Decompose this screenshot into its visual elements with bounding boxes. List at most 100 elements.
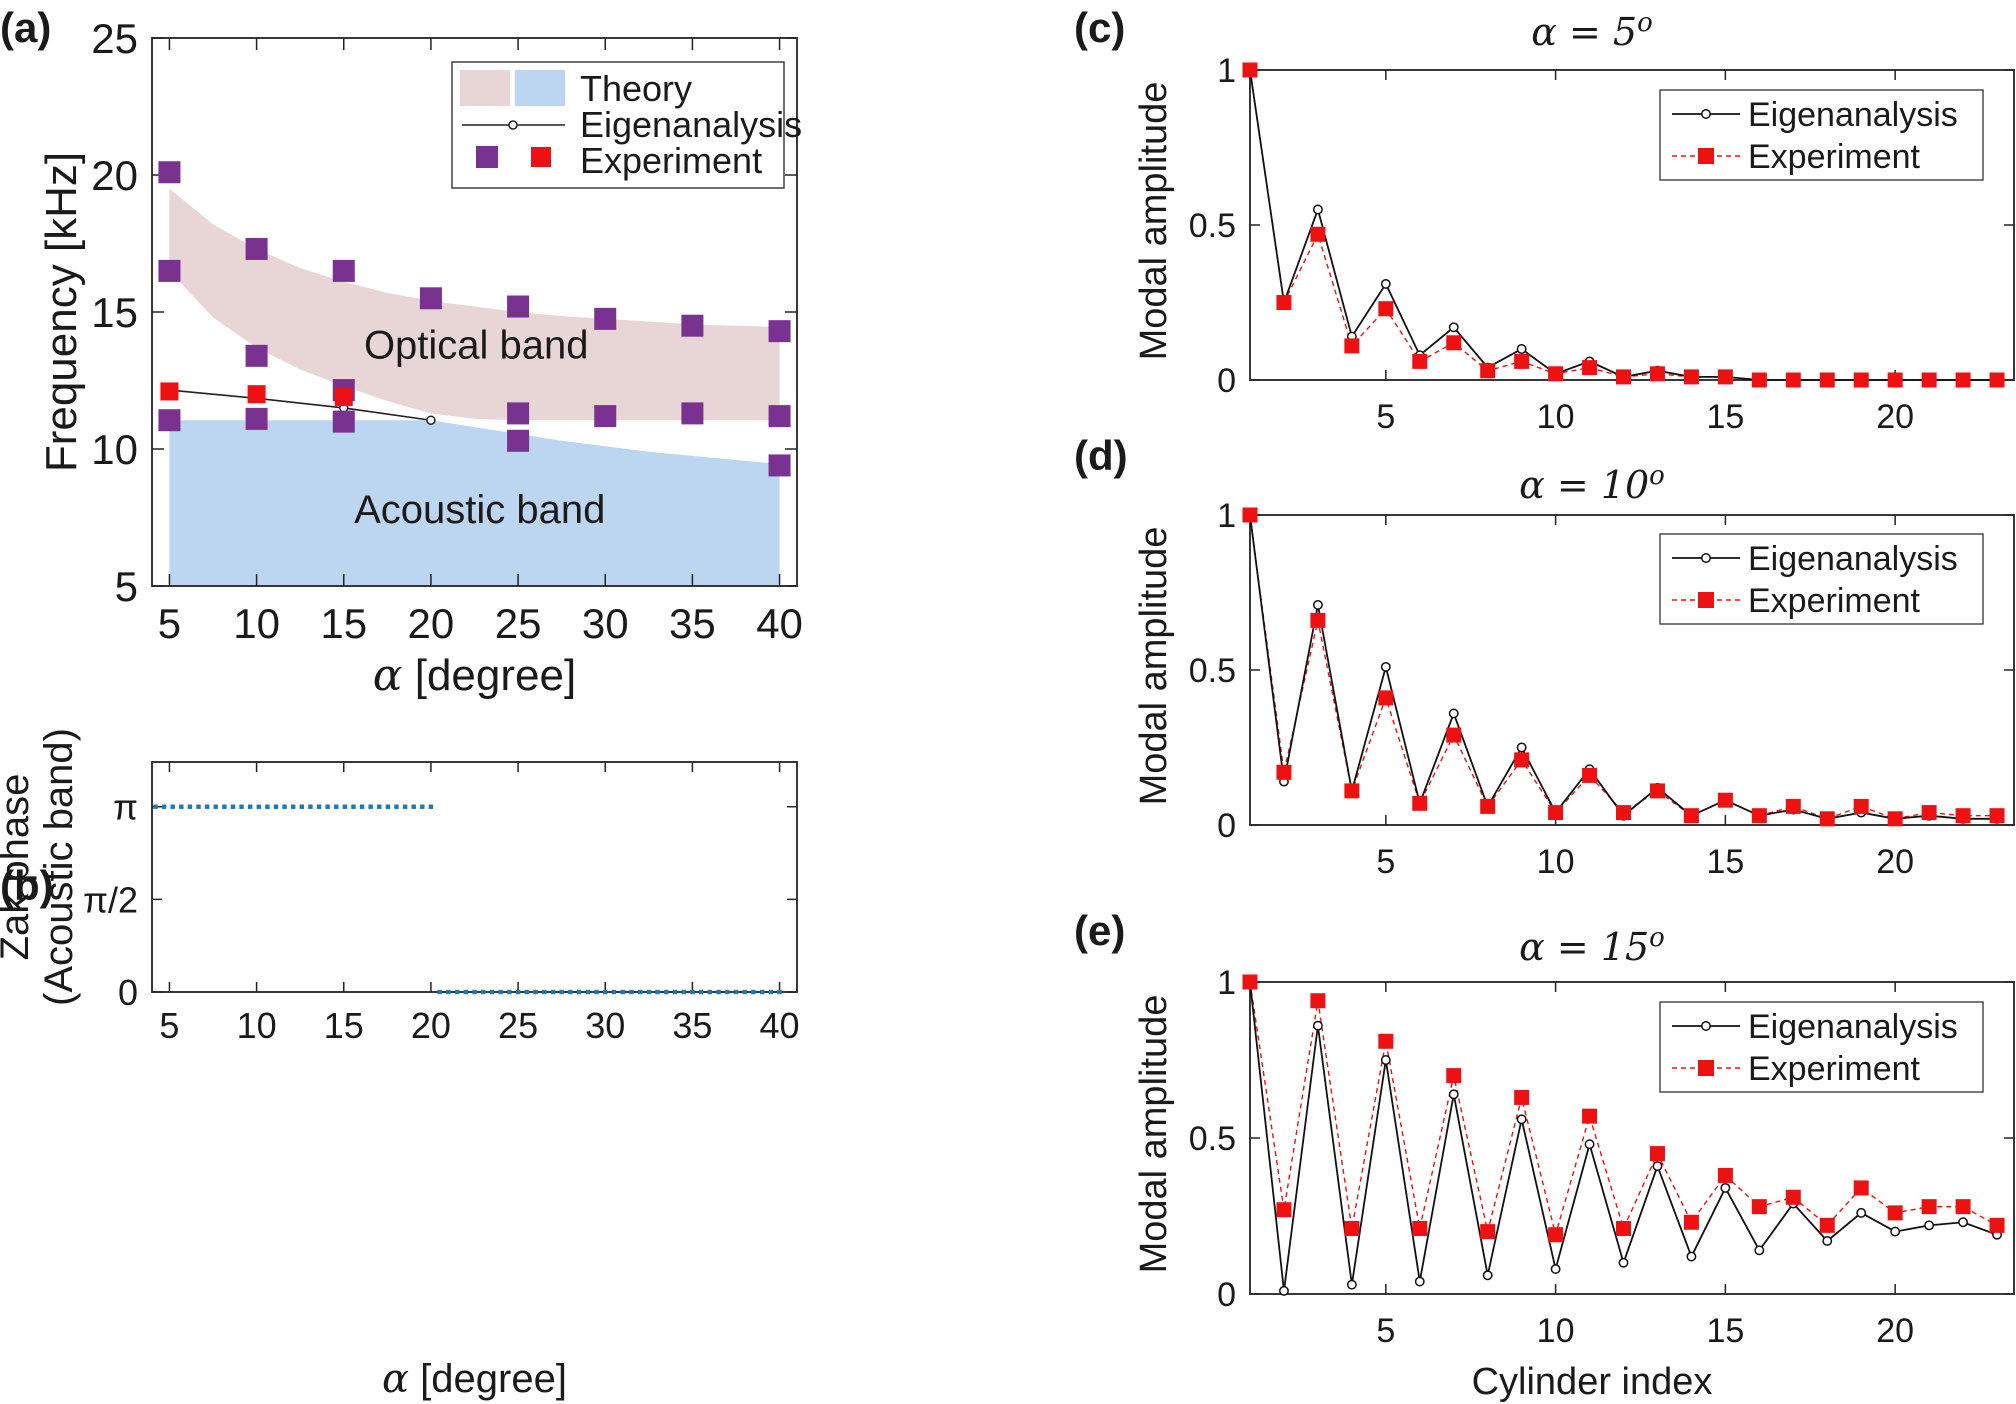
d-xtick-label: 10 bbox=[1537, 843, 1575, 881]
b-zak-point bbox=[681, 989, 686, 995]
d-title-sup: o bbox=[1649, 461, 1665, 491]
d-experiment-point bbox=[1751, 808, 1767, 824]
e-xtick-label: 20 bbox=[1876, 1312, 1914, 1350]
c-experiment-point bbox=[1616, 369, 1632, 385]
chart-panel-a: 5 10 15 20 25 30 35 40 5 10 15 20 25 Optical band Acou… bbox=[37, 15, 803, 701]
a-xtick-label: 25 bbox=[495, 600, 542, 647]
a-experiment-purple-point bbox=[419, 287, 442, 310]
b-zak-point bbox=[316, 804, 322, 809]
d-legend-eigen-marker bbox=[1701, 553, 1711, 563]
c-experiment-point bbox=[1649, 366, 1665, 382]
d-experiment-point bbox=[1989, 808, 2005, 824]
b-zak-point bbox=[664, 989, 669, 995]
b-ylabel-line1: Zak phase bbox=[0, 774, 37, 961]
a-eigen-line bbox=[169, 389, 432, 422]
e-xlabel: Cylinder index bbox=[1472, 1361, 1713, 1403]
d-legend-eigen-label: Eigenanalysis bbox=[1748, 540, 1958, 578]
d-title: α = 10o bbox=[1519, 461, 1665, 507]
a-xtick-label: 40 bbox=[756, 600, 803, 647]
d-legend: Eigenanalysis Experiment bbox=[1659, 533, 1984, 625]
c-experiment-point bbox=[1242, 62, 1258, 78]
legend-experiment-purple-marker bbox=[476, 146, 498, 168]
e-eigen-point bbox=[1686, 1251, 1697, 1262]
a-experiment-purple-point bbox=[245, 407, 268, 430]
d-experiment-point bbox=[1480, 798, 1496, 814]
a-xlabel-text: [degree] bbox=[403, 651, 577, 700]
b-zak-point bbox=[489, 989, 495, 995]
b-zak-point bbox=[351, 804, 356, 809]
b-xtick-label: 30 bbox=[585, 1005, 625, 1046]
chart-panel-d: 5 10 15 20 0 0.5 1 α = 10o Modal amplitude Eigena… bbox=[1133, 461, 2015, 881]
e-ytick-label: 0.5 bbox=[1189, 1120, 1236, 1158]
b-zak-point bbox=[463, 989, 468, 995]
legend-experiment-red-marker bbox=[531, 147, 551, 167]
b-zak-point bbox=[428, 804, 434, 809]
panel-label-c: (c) bbox=[1074, 4, 1125, 51]
a-ytick-label: 10 bbox=[91, 426, 138, 473]
c-experiment-point bbox=[1717, 369, 1733, 385]
c-experiment-point bbox=[1412, 353, 1428, 369]
legend-theory-label: Theory bbox=[580, 68, 692, 109]
e-experiment-point bbox=[1242, 974, 1258, 990]
b-zak-point bbox=[542, 989, 547, 995]
e-eigen-point bbox=[1856, 1207, 1867, 1218]
e-xtick-label: 15 bbox=[1706, 1312, 1744, 1350]
c-eigen-point bbox=[1312, 204, 1323, 215]
c-experiment-point bbox=[1378, 301, 1394, 317]
c-experiment-point bbox=[1582, 360, 1598, 376]
e-legend-box bbox=[1659, 1001, 1984, 1093]
c-legend-eigen-label: Eigenanalysis bbox=[1748, 96, 1958, 134]
c-ytick-label: 0 bbox=[1217, 362, 1236, 400]
e-eigen-point bbox=[1346, 1279, 1357, 1290]
d-experiment-point bbox=[1310, 612, 1326, 628]
e-experiment-point bbox=[1548, 1227, 1564, 1243]
d-experiment-point bbox=[1649, 783, 1665, 799]
b-zak-point bbox=[725, 989, 730, 995]
a-experiment-purple-point bbox=[681, 314, 704, 337]
b-zak-point bbox=[507, 989, 512, 995]
b-zak-point bbox=[707, 989, 713, 995]
panel-label-b: (b) bbox=[0, 862, 54, 909]
a-ylabel: Frequency [kHz] bbox=[37, 152, 86, 472]
b-xlabel: α [degree] bbox=[382, 1356, 567, 1402]
e-ytick-label: 1 bbox=[1217, 964, 1236, 1002]
d-experiment-point bbox=[1921, 805, 1937, 821]
b-zak-point bbox=[377, 804, 382, 809]
b-zak-point bbox=[161, 804, 167, 809]
d-legend-box bbox=[1659, 533, 1984, 625]
e-experiment-point bbox=[1446, 1068, 1462, 1084]
c-eigen-point bbox=[1380, 278, 1391, 289]
c-experiment-point bbox=[1480, 363, 1496, 379]
b-zak-point bbox=[187, 804, 193, 809]
e-experiment-point bbox=[1276, 1202, 1292, 1218]
a-experiment-purple-point bbox=[245, 237, 268, 260]
a-experiment-purple-point bbox=[158, 409, 181, 432]
b-zak-point bbox=[559, 989, 564, 995]
e-eigen-point bbox=[1414, 1276, 1425, 1287]
e-eigen-point bbox=[1924, 1220, 1935, 1231]
d-eigen-point bbox=[1312, 599, 1323, 610]
a-xtick-label: 10 bbox=[233, 600, 280, 647]
b-zak-point bbox=[454, 989, 460, 995]
a-ytick-label: 5 bbox=[115, 563, 138, 610]
e-legend-exp-marker bbox=[1698, 1060, 1714, 1076]
d-experiment-point bbox=[1412, 795, 1428, 811]
a-experiment-purple-point bbox=[768, 320, 791, 343]
b-xtick-label: 40 bbox=[760, 1005, 800, 1046]
b-zak-point bbox=[334, 804, 339, 809]
e-experiment-line bbox=[1249, 981, 1998, 1238]
b-zak-point bbox=[299, 804, 305, 809]
b-zak-point bbox=[472, 989, 477, 995]
b-ytick-label: π bbox=[113, 787, 138, 828]
c-experiment-point bbox=[1751, 372, 1767, 388]
b-zak-point bbox=[394, 804, 399, 809]
b-zak-point bbox=[437, 989, 442, 995]
c-experiment-point bbox=[1819, 372, 1835, 388]
b-zak-point bbox=[273, 804, 279, 809]
legend-eigen-label: Eigenanalysis bbox=[580, 104, 802, 145]
b-zak-point bbox=[698, 989, 704, 995]
d-experiment-point bbox=[1853, 798, 1869, 814]
b-zak-point bbox=[291, 804, 296, 809]
e-eigen-point bbox=[1584, 1139, 1595, 1150]
d-experiment-point bbox=[1887, 811, 1903, 827]
